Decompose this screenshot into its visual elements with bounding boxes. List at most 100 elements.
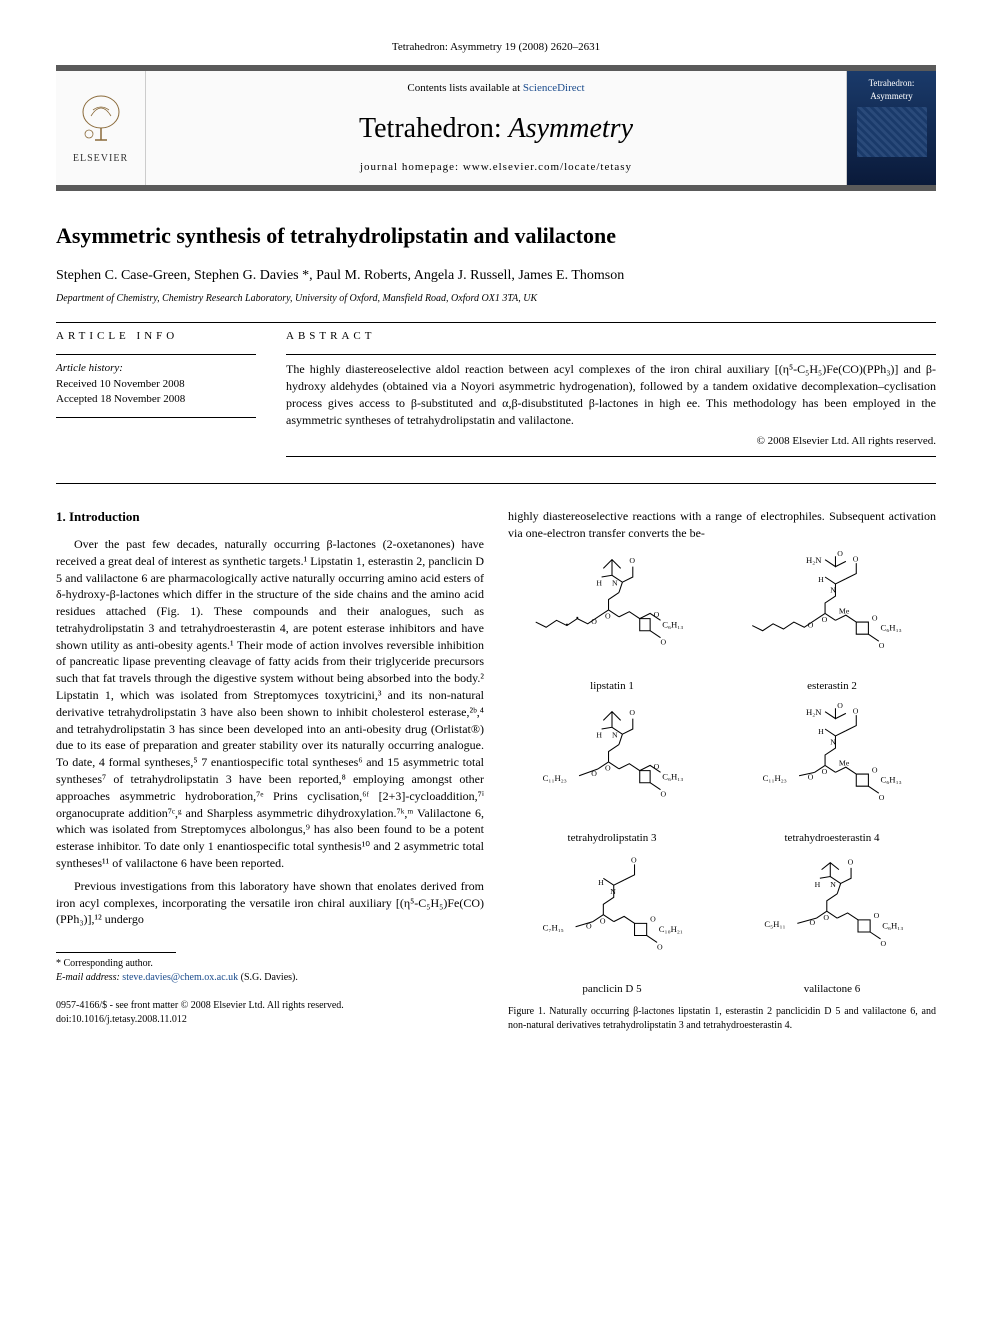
svg-text:O: O	[853, 706, 859, 715]
journal-cover-thumb: Tetrahedron: Asymmetry	[846, 71, 936, 185]
email-link[interactable]: steve.davies@chem.ox.ac.uk	[122, 972, 238, 983]
divider	[286, 354, 936, 355]
svg-text:O: O	[600, 916, 606, 925]
contents-prefix: Contents lists available at	[407, 82, 522, 94]
svg-text:O: O	[837, 551, 843, 558]
svg-text:H: H	[596, 730, 602, 739]
elsevier-tree-icon	[71, 90, 131, 150]
article-info-label: ARTICLE INFO	[56, 329, 256, 344]
thumb-label-top: Tetrahedron:	[869, 77, 915, 90]
affiliation: Department of Chemistry, Chemistry Resea…	[56, 292, 936, 306]
svg-text:C₆H₁₃: C₆H₁₃	[662, 620, 683, 630]
journal-name-italic: Asymmetry	[509, 113, 633, 144]
svg-text:H: H	[815, 880, 821, 889]
svg-text:C₆H₁₃: C₆H₁₃	[881, 623, 902, 633]
svg-text:O: O	[837, 703, 843, 710]
info-abstract-row: ARTICLE INFO Article history: Received 1…	[56, 329, 936, 463]
journal-header: ELSEVIER Contents lists available at Sci…	[56, 65, 936, 191]
email-footnote: E-mail address: steve.davies@chem.ox.ac.…	[56, 971, 484, 985]
svg-text:O: O	[881, 939, 887, 948]
svg-text:O: O	[605, 612, 611, 621]
issn-line: 0957-4166/$ - see front matter © 2008 El…	[56, 999, 484, 1013]
divider	[56, 483, 936, 484]
svg-text:N: N	[830, 880, 836, 889]
svg-text:O: O	[872, 765, 878, 774]
footnote-separator	[56, 952, 176, 953]
figure-1-grid: H N O O O O	[508, 551, 936, 997]
svg-text:C₆H₁₃: C₆H₁₃	[662, 771, 683, 781]
svg-text:O: O	[874, 911, 880, 920]
svg-text:H: H	[596, 579, 602, 588]
molecule-esterastin: H₂N O H N O O O	[728, 551, 936, 694]
svg-text:H: H	[818, 576, 824, 585]
history-label: Article history:	[56, 361, 256, 376]
article-info: ARTICLE INFO Article history: Received 1…	[56, 329, 256, 463]
svg-text:O: O	[650, 915, 656, 924]
journal-homepage: journal homepage: www.elsevier.com/locat…	[146, 160, 846, 175]
molecule-tetrahydrolipstatin: H N O O O O	[508, 703, 716, 846]
left-column: 1. Introduction Over the past few decade…	[56, 508, 484, 1034]
intro-para-2: Previous investigations from this labora…	[56, 878, 484, 928]
molecule-lipstatin: H N O O O O	[508, 551, 716, 694]
divider	[56, 417, 256, 418]
svg-text:C₆H₁₃: C₆H₁₃	[882, 921, 903, 931]
homepage-url[interactable]: www.elsevier.com/locate/tetasy	[463, 161, 632, 173]
svg-text:C₇H₁₅: C₇H₁₅	[543, 922, 564, 932]
svg-text:Me: Me	[839, 607, 850, 616]
accepted-date: Accepted 18 November 2008	[56, 392, 256, 407]
section-1-heading: 1. Introduction	[56, 508, 484, 526]
svg-text:H: H	[598, 878, 604, 887]
contents-available: Contents lists available at ScienceDirec…	[146, 81, 846, 96]
divider	[286, 456, 936, 457]
svg-text:O: O	[872, 614, 878, 623]
svg-text:O: O	[654, 610, 660, 619]
svg-text:H: H	[818, 727, 824, 736]
mol-label-1: lipstatin 1	[508, 679, 716, 694]
svg-text:H₂N: H₂N	[806, 707, 822, 717]
divider	[56, 354, 256, 355]
svg-text:O: O	[629, 556, 635, 565]
svg-text:C₁₁H₂₃: C₁₁H₂₃	[543, 773, 567, 783]
svg-text:C₁₀H₂₁: C₁₀H₂₁	[659, 924, 683, 934]
svg-text:O: O	[822, 615, 828, 624]
svg-text:C₅H₁₁: C₅H₁₁	[764, 919, 785, 929]
journal-title: Tetrahedron: Asymmetry	[146, 109, 846, 148]
abstract: ABSTRACT The highly diastereoselective a…	[286, 329, 936, 463]
thumb-image	[857, 107, 927, 157]
doi-line: doi:10.1016/j.tetasy.2008.11.012	[56, 1013, 484, 1027]
copyright: © 2008 Elsevier Ltd. All rights reserved…	[286, 434, 936, 449]
email-label: E-mail address:	[56, 972, 122, 983]
svg-text:H₂N: H₂N	[806, 555, 822, 565]
article-title: Asymmetric synthesis of tetrahydrolipsta…	[56, 221, 936, 252]
svg-text:C₁₁H₂₃: C₁₁H₂₃	[763, 773, 787, 783]
svg-text:O: O	[657, 942, 663, 951]
svg-text:O: O	[822, 767, 828, 776]
elsevier-logo: ELSEVIER	[56, 71, 146, 185]
figure-1: H N O O O O	[508, 551, 936, 1033]
received-date: Received 10 November 2008	[56, 377, 256, 392]
right-column: highly diastereoselective reactions with…	[508, 508, 936, 1034]
elsevier-label: ELSEVIER	[73, 152, 128, 166]
molecule-panclicin: H N O O O O	[508, 854, 716, 997]
homepage-prefix: journal homepage:	[360, 161, 463, 173]
corresponding-author: * Corresponding author.	[56, 957, 484, 971]
svg-text:Me: Me	[839, 758, 850, 767]
svg-text:O: O	[661, 789, 667, 798]
email-suffix: (S.G. Davies).	[238, 972, 298, 983]
svg-text:O: O	[661, 638, 667, 647]
journal-reference: Tetrahedron: Asymmetry 19 (2008) 2620–26…	[56, 40, 936, 55]
molecule-valilactone: H N O O O O	[728, 854, 936, 997]
journal-name-plain: Tetrahedron:	[359, 113, 509, 144]
body-columns: 1. Introduction Over the past few decade…	[56, 508, 936, 1034]
sciencedirect-link[interactable]: ScienceDirect	[523, 82, 585, 94]
svg-text:O: O	[879, 793, 885, 802]
svg-text:O: O	[823, 913, 829, 922]
divider	[56, 322, 936, 323]
svg-text:N: N	[612, 579, 618, 588]
figure-1-caption: Figure 1. Naturally occurring β-lactones…	[508, 1005, 936, 1033]
mol-label-5: panclicin D 5	[508, 982, 716, 997]
svg-text:N: N	[612, 730, 618, 739]
mol-label-2: esterastin 2	[728, 679, 936, 694]
authors-list: Stephen C. Case-Green, Stephen G. Davies…	[56, 266, 936, 286]
svg-text:O: O	[631, 856, 637, 865]
